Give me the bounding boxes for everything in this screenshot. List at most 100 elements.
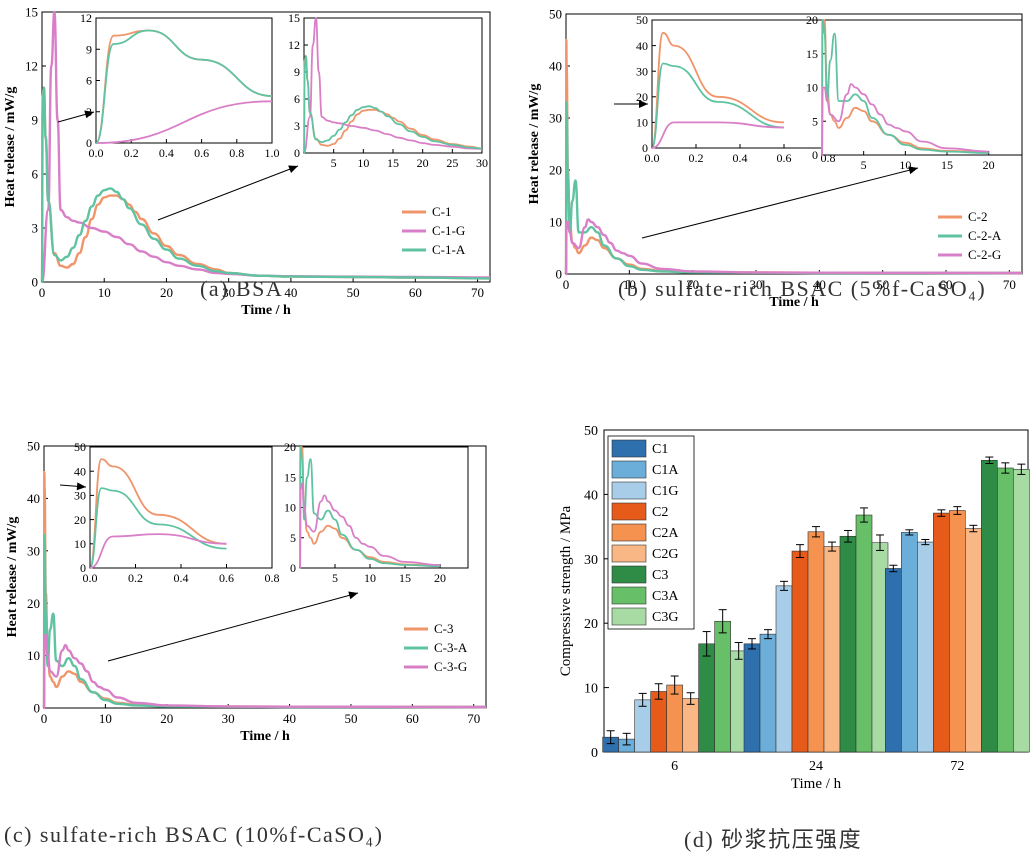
chart-c-inset2-xtick-label: 10 <box>364 571 376 585</box>
chart-b-inset2-xtick-label: 5 <box>861 158 867 172</box>
chart-a-legend-label: C-1 <box>432 204 452 219</box>
chart-c-inset1-xtick-label: 0.8 <box>265 571 280 585</box>
chart-a-xtick-label: 70 <box>471 285 484 300</box>
chart-b-inset2-xtick-label: 20 <box>983 158 995 172</box>
caption-a: (a) BSA <box>200 276 284 301</box>
chart-b-arrow-head <box>639 100 648 108</box>
chart-d-legend-swatch <box>611 565 647 584</box>
chart-c-arrow <box>107 592 359 662</box>
chart-d-ytick-label: 30 <box>584 553 598 568</box>
chart-a-ytick-label: 6 <box>32 167 39 182</box>
chart-a-xtick-label: 10 <box>98 285 111 300</box>
chart-a-inset-bg <box>96 18 272 143</box>
chart-c-inset1-xtick-label: 0.4 <box>174 571 189 585</box>
chart-d-legend-label: C3 <box>652 568 668 583</box>
chart-b-inset2-xtick-label: 15 <box>941 158 953 172</box>
chart-b-xtick-label: 70 <box>1003 277 1016 292</box>
chart-d-ytick-label: 50 <box>584 424 598 439</box>
chart-c-ytick-label: 0 <box>34 701 41 716</box>
chart-b-xtick-label: 30 <box>750 277 763 292</box>
chart-a-xlabel: Time / h <box>241 303 291 318</box>
chart-d-xtick-label: 6 <box>671 759 678 774</box>
chart-a-inset1-xtick-label: 0.8 <box>229 146 244 160</box>
chart-c-inset1-ytick-label: 0 <box>80 561 86 575</box>
chart-d: 0 10 20 30 40 50 6 24 72 Time / h Compressive stre… <box>558 424 1030 792</box>
caption-d: (d) 砂浆抗压强度 <box>684 827 863 852</box>
chart-c-inset1-line-c-3-g <box>89 533 227 569</box>
chart-b-inset2-ytick-label: 5 <box>812 114 818 128</box>
chart-c-xtick-label: 70 <box>467 711 480 726</box>
chart-d-ytick-label: 20 <box>584 617 598 632</box>
chart-b-arrow <box>641 167 919 239</box>
chart-a-inset1-line-c-1-g <box>95 100 273 144</box>
chart-b-xtick-label: 10 <box>623 277 636 292</box>
chart-b-ytick-label: 30 <box>549 111 562 126</box>
chart-d-xtick-label: 24 <box>809 759 823 774</box>
chart-a-xtick-label: 60 <box>409 285 422 300</box>
chart-d-bar-c2a <box>949 510 966 753</box>
chart-c-inset2-xtick-label: 20 <box>434 571 446 585</box>
chart-a-arrow-head <box>288 165 298 173</box>
chart-a-inset2-xtick-label: 15 <box>387 156 399 170</box>
chart-c-ytick-label: 20 <box>27 596 40 611</box>
chart-b-xtick-label: 0 <box>563 277 570 292</box>
chart-a-inset2-line-c-1-g <box>303 17 483 154</box>
chart-b-inset1-ytick-label: 10 <box>636 116 648 130</box>
chart-c-inset-bg <box>90 447 272 568</box>
chart-b-inset1-line-c-2-a <box>651 62 785 149</box>
chart-b-ytick-label: 10 <box>549 215 562 230</box>
chart-b-line-c-2-g <box>564 218 1023 276</box>
chart-a-inset2-xtick-label: 10 <box>357 156 369 170</box>
chart-b-inset2-ytick-label: 0 <box>812 148 818 162</box>
chart-c-legend-label: C-3 <box>434 621 454 636</box>
chart-c-ytick-label: 30 <box>27 543 40 558</box>
chart-a-inset1-xtick-label: 1.0 <box>265 146 280 160</box>
chart-c-xlabel: Time / h <box>240 729 290 744</box>
chart-d-bar-c1a <box>759 633 777 753</box>
chart-d-legend-swatch <box>611 439 647 458</box>
chart-d-ytick-label: 10 <box>584 682 598 697</box>
chart-a-inset1-ytick-label: 12 <box>80 11 92 25</box>
chart-c-ytick-label: 50 <box>27 439 40 454</box>
chart-d-bar-c2g <box>823 546 841 753</box>
chart-a-inset1-ytick-label: 9 <box>86 42 92 56</box>
chart-d-bar-c3 <box>981 459 998 753</box>
chart-c-inset2-xtick-label: 15 <box>399 571 411 585</box>
chart-d-legend-swatch <box>611 607 647 626</box>
chart-c-inset2-ytick-label: 5 <box>290 531 296 545</box>
chart-d-bar-c2a <box>807 531 825 753</box>
chart-d-legend-label: C1A <box>652 463 679 478</box>
chart-d-legend-swatch <box>611 502 647 521</box>
chart-b-legend-label: C-2 <box>968 209 988 224</box>
chart-c-inset1-xtick-label: 0.2 <box>128 571 143 585</box>
chart-c-line-c-3-g <box>42 633 487 710</box>
chart-b-inset1-xtick-label: 0.6 <box>777 151 792 165</box>
chart-c-inset1-ytick-label: 10 <box>74 537 86 551</box>
chart-a-inset2-ytick-label: 15 <box>288 11 300 25</box>
chart-c-ylabel: Heat release / mW/g <box>5 517 20 638</box>
chart-c-xtick-label: 20 <box>160 711 173 726</box>
chart-d-legend-label: C3G <box>652 610 678 625</box>
chart-a-inset2-xtick-label: 25 <box>446 156 458 170</box>
chart-d-legend-label: C1 <box>652 442 668 457</box>
chart-a-inset2-ytick-label: 9 <box>294 65 300 79</box>
chart-a-inset2-line-c-1-a <box>303 54 483 154</box>
chart-a-inset2-ytick-label: 3 <box>294 119 300 133</box>
chart-d-bar-c1g <box>634 699 651 753</box>
chart-a-xtick-label: 30 <box>222 285 235 300</box>
chart-d-legend-label: C2A <box>652 526 679 541</box>
chart-a-inset2-xtick-label: 30 <box>476 156 488 170</box>
chart-a-ytick-label: 9 <box>32 113 39 128</box>
chart-a-xtick-label: 40 <box>284 285 297 300</box>
chart-a-inset1-ytick-label: 6 <box>86 74 92 88</box>
chart-d-bar-c2g <box>965 528 982 753</box>
chart-a-ytick-label: 12 <box>25 59 38 74</box>
chart-d-bar-c1g <box>775 585 793 753</box>
chart-c-inset2-ytick-label: 20 <box>284 440 296 454</box>
chart-c-inset-bg <box>300 447 468 568</box>
chart-c-inset2-ytick-label: 0 <box>290 561 296 575</box>
chart-b-inset1-xtick-label: 0.2 <box>689 151 704 165</box>
chart-d-legend-label: C2G <box>652 547 678 562</box>
chart-b-inset-bg <box>652 20 828 148</box>
chart-c-inset2-line-c-3-g <box>299 482 441 569</box>
